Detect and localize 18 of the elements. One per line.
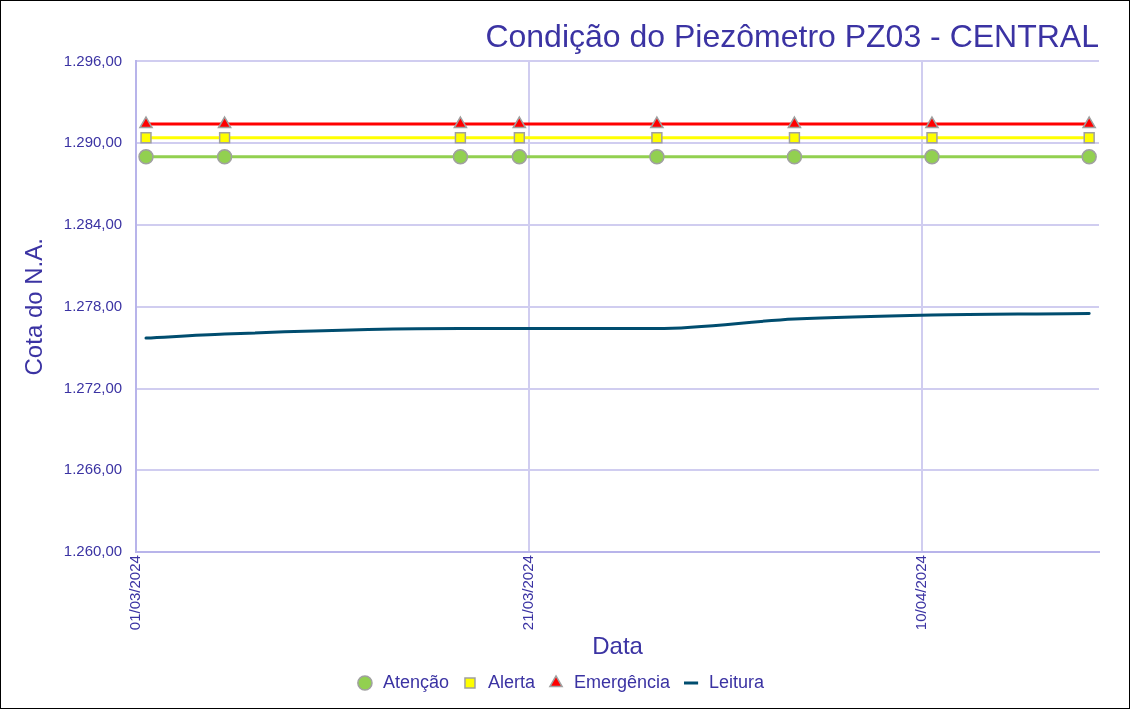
y-tick-label: 1.260,00 — [63, 542, 123, 560]
legend-label: Atenção — [382, 671, 449, 692]
y-tick-label: 1.272,00 — [63, 378, 123, 396]
line-series — [144, 312, 1091, 340]
x-tick-label: 21/03/2024 — [519, 555, 537, 631]
x-tick-label: 10/04/2024 — [912, 555, 930, 631]
legend-label: Leitura — [709, 671, 766, 692]
y-tick-label: 1.290,00 — [63, 133, 123, 151]
y-tick-label: 1.284,00 — [63, 215, 123, 233]
y-tick-label: 1.278,00 — [63, 296, 123, 314]
y-axis-title: Cota do N.A. — [20, 238, 48, 376]
chart-title: Condição do Piezômetro PZ03 - CENTRAL — [485, 18, 1099, 55]
legend-label: Alerta — [487, 671, 536, 692]
x-tick-label: 01/03/2024 — [126, 555, 144, 631]
y-tick-label: 1.296,00 — [63, 51, 123, 69]
y-tick-label: 1.266,00 — [63, 460, 123, 478]
x-axis-title: Data — [592, 632, 644, 660]
legend-label: Emergência — [573, 671, 672, 692]
